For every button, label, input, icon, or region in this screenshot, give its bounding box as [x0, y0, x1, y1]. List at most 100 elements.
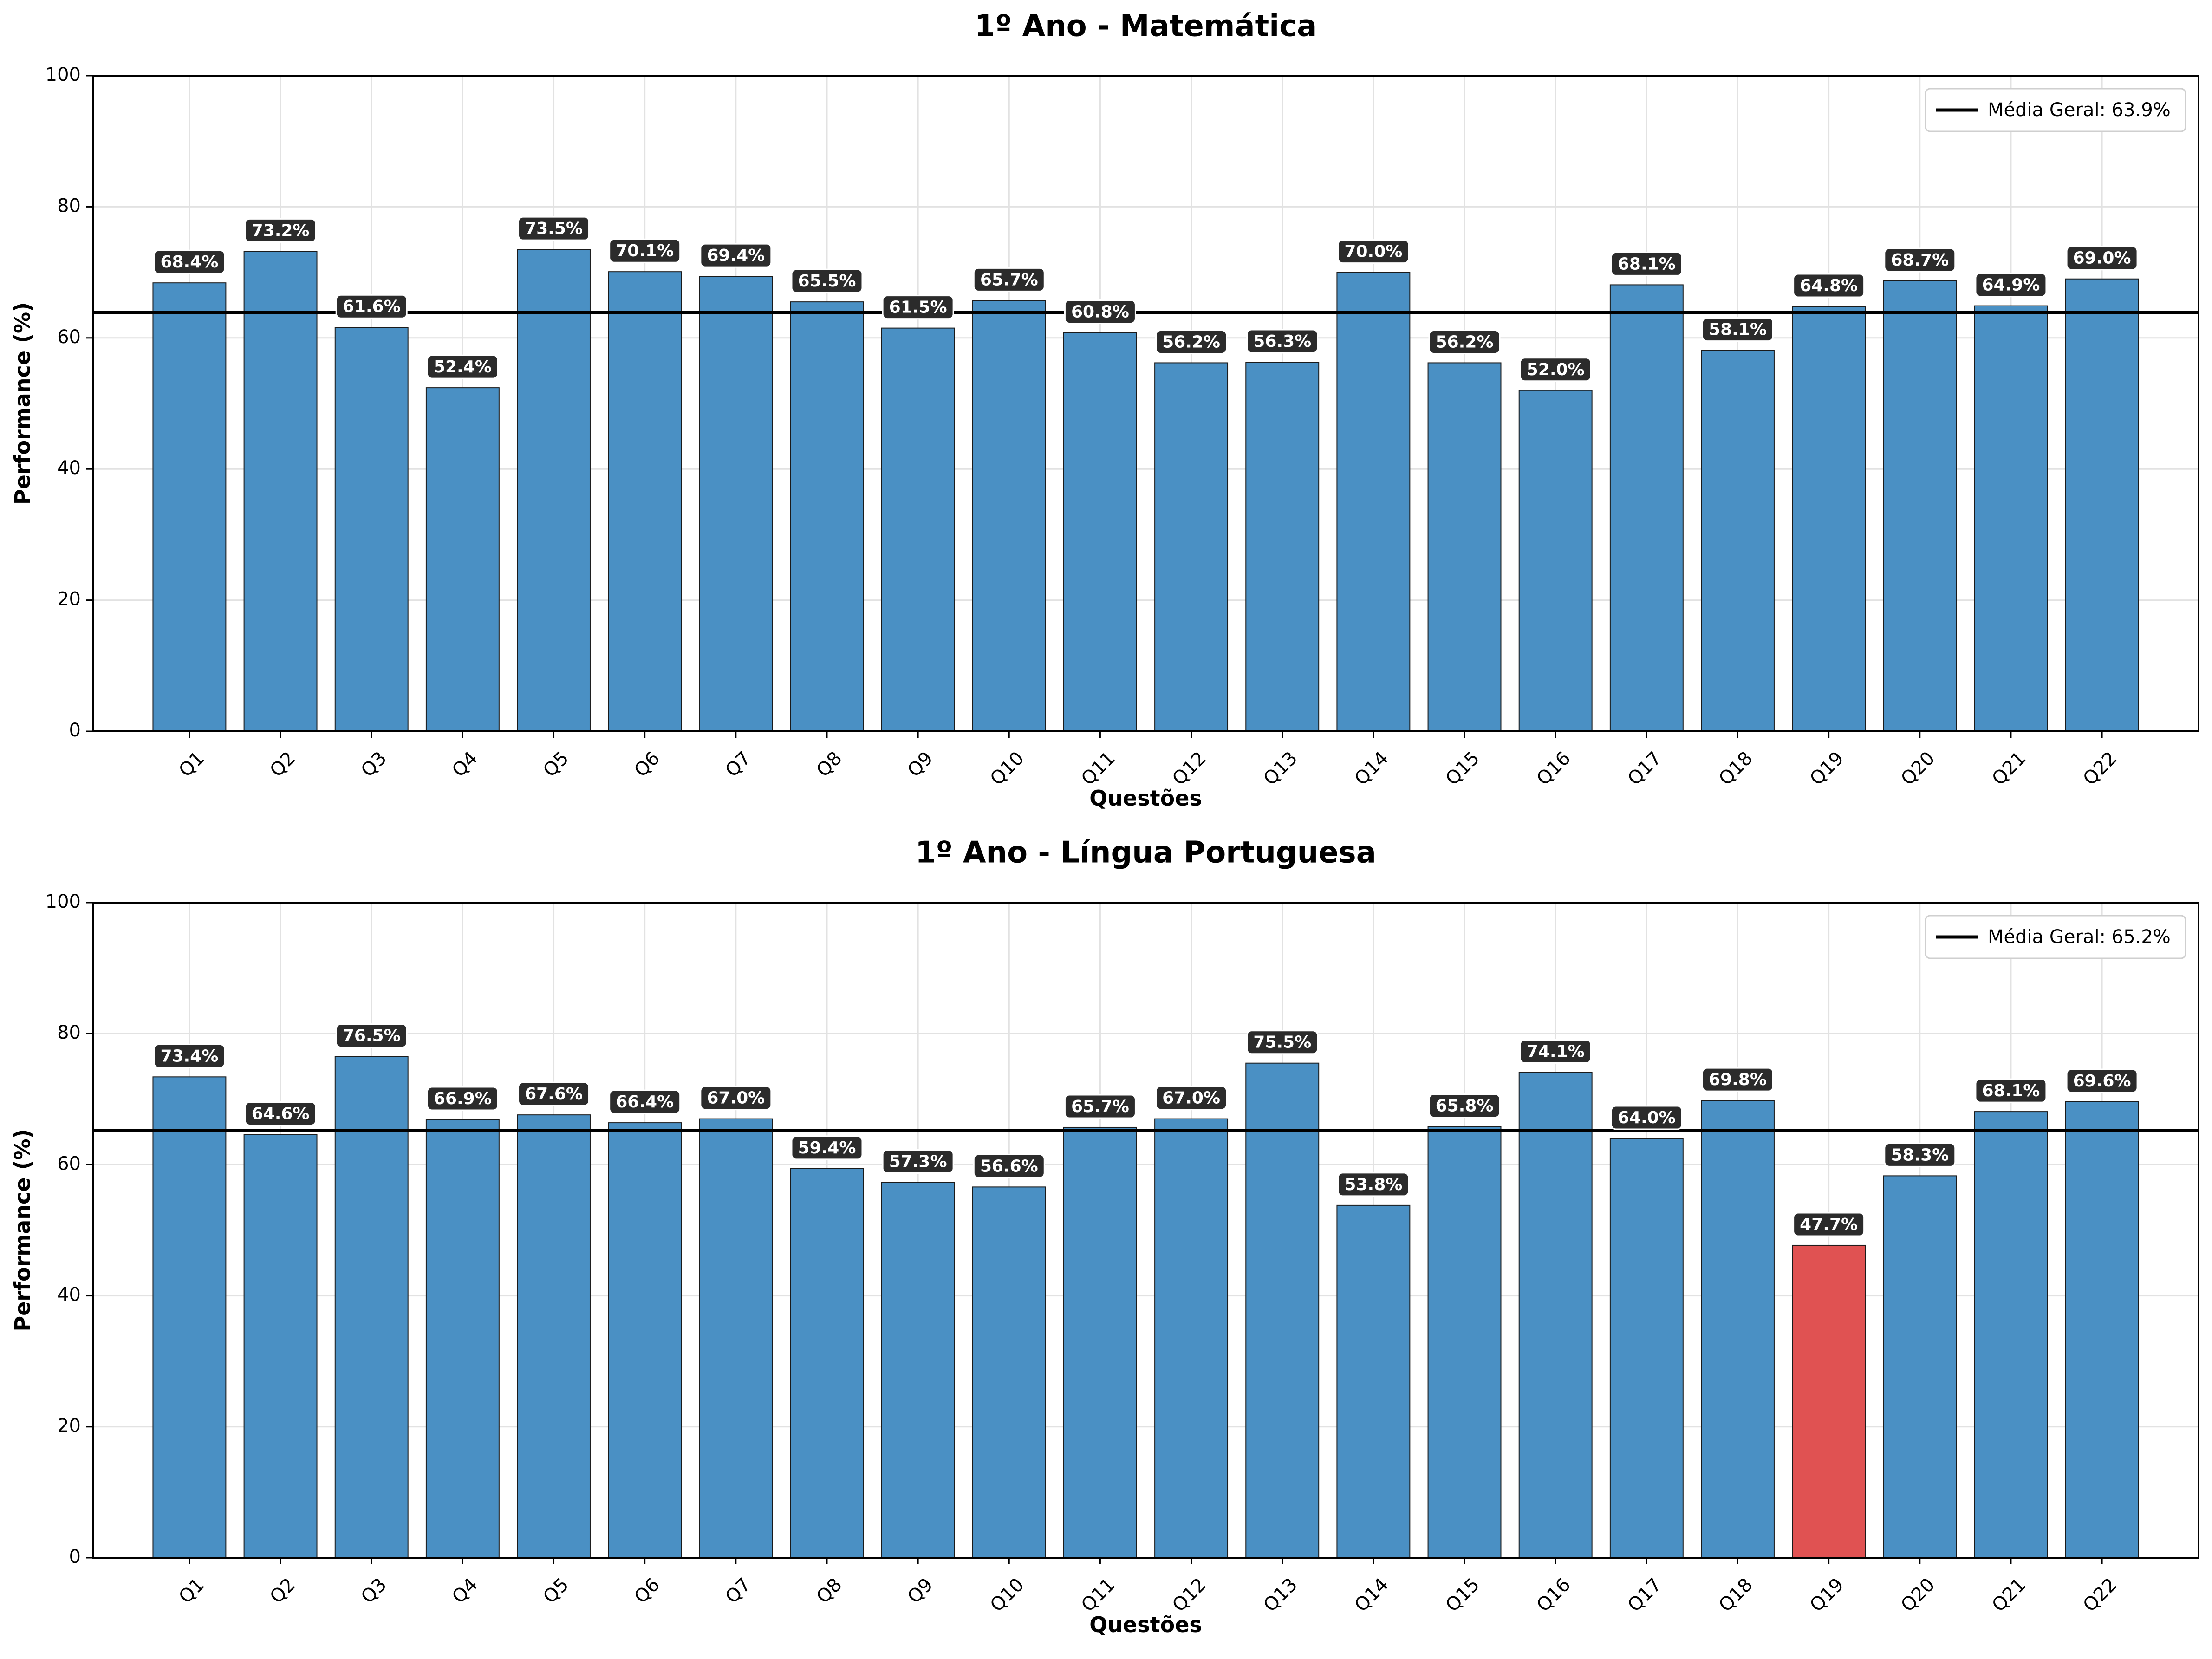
bar-q2: [243, 251, 318, 732]
legend-label: Média Geral: 65.2%: [1988, 926, 2171, 948]
bar-q18: [1701, 1100, 1775, 1559]
value-label-box: [1064, 1094, 1136, 1119]
bar-q17: [1609, 1138, 1684, 1558]
y-tick-label: 40: [57, 457, 81, 479]
value-label-group: 70.0%: [1337, 239, 1410, 264]
value-label: 74.1%: [1527, 1042, 1585, 1061]
value-label: 67.6%: [525, 1085, 583, 1104]
value-label: 59.4%: [798, 1139, 856, 1158]
value-label-group: 61.6%: [335, 294, 408, 319]
value-label: 76.5%: [343, 1027, 401, 1046]
value-label-box: [1884, 1142, 1956, 1167]
value-label-box: [700, 243, 772, 268]
value-label-box: [1884, 247, 1956, 273]
bar-q9: [881, 1182, 955, 1559]
value-label-group: 65.5%: [791, 268, 863, 293]
bar-q13: [1245, 362, 1320, 732]
value-label-group: 52.0%: [1519, 357, 1592, 382]
value-label-box: [1155, 329, 1228, 354]
bar-q3: [334, 327, 409, 732]
value-label-group: 68.1%: [1975, 1078, 2047, 1103]
value-label: 64.9%: [1982, 276, 2040, 295]
value-label: 73.5%: [525, 219, 583, 238]
value-label-group: 60.8%: [1064, 299, 1136, 325]
bar-q5: [517, 1114, 591, 1559]
bar-q19: [1792, 306, 1866, 732]
value-label-group: 68.1%: [1610, 251, 1683, 276]
plot-frame: [92, 902, 2199, 1559]
value-label-box: [1975, 1078, 2047, 1103]
value-label: 65.7%: [1071, 1097, 1129, 1116]
value-label: 73.2%: [252, 221, 310, 240]
value-label-box: [1610, 1105, 1683, 1130]
bar-q14: [1336, 272, 1411, 732]
value-label-group: 73.4%: [153, 1043, 226, 1068]
value-label-box: [1155, 1086, 1228, 1111]
value-label: 67.0%: [1162, 1089, 1220, 1108]
value-label-group: 47.7%: [1793, 1212, 1865, 1237]
value-label: 65.7%: [980, 270, 1038, 289]
value-label-box: [153, 249, 226, 274]
value-label-box: [700, 1086, 772, 1111]
bar-q10: [972, 1186, 1046, 1558]
chart-panel-2: 1º Ano - Língua Portuguesa 73.4% 64.6% 76.5…: [10, 836, 2199, 1637]
value-label-group: 69.4%: [700, 243, 772, 268]
bar-q15: [1427, 1126, 1502, 1558]
value-label-box: [1519, 1039, 1592, 1064]
chart-title: 1º Ano - Matemática: [975, 9, 1317, 44]
y-tick-label: 80: [57, 1022, 81, 1043]
value-label: 47.7%: [1800, 1215, 1858, 1234]
y-tick-label: 40: [57, 1284, 81, 1306]
bar-q1: [152, 282, 227, 732]
bar-q12: [1154, 362, 1229, 732]
value-label-group: 64.9%: [1975, 273, 2047, 298]
value-label-group: 58.3%: [1884, 1142, 1956, 1167]
value-label-box: [973, 1153, 1045, 1178]
bar-q16: [1518, 390, 1593, 732]
bar-q22: [2065, 1101, 2139, 1559]
value-label-box: [1975, 273, 2047, 298]
value-label: 70.1%: [616, 241, 674, 260]
value-label-box: [426, 1086, 499, 1111]
value-label-group: 65.7%: [1064, 1094, 1136, 1119]
bar-q21: [1974, 305, 2048, 732]
value-label-group: 74.1%: [1519, 1039, 1592, 1064]
y-axis-label: Performance (%): [10, 302, 35, 505]
value-label-box: [1610, 251, 1683, 276]
value-label-box: [244, 218, 317, 243]
value-label-box: [153, 1043, 226, 1068]
value-label-group: 67.6%: [518, 1081, 590, 1106]
bar-q6: [608, 271, 682, 732]
value-label: 68.1%: [1618, 254, 1676, 273]
chart-panel-1: 1º Ano - Matemática 68.4% 73.2% 61.6% 52.4% 7…: [10, 9, 2199, 811]
plot-frame: [92, 75, 2199, 732]
value-label: 69.8%: [1709, 1070, 1767, 1089]
value-label-box: [609, 238, 681, 263]
value-label-group: 75.5%: [1246, 1030, 1319, 1055]
value-label: 75.5%: [1253, 1033, 1311, 1052]
value-label-group: 69.6%: [2066, 1068, 2138, 1093]
value-label-box: [1701, 1067, 1774, 1092]
value-label: 56.2%: [1162, 332, 1220, 351]
value-label: 56.2%: [1436, 332, 1494, 351]
legend: Média Geral: 63.9%: [1925, 88, 2186, 132]
value-label-box: [1428, 329, 1501, 354]
bar-q6: [608, 1122, 682, 1558]
value-label-group: 69.8%: [1701, 1067, 1774, 1092]
x-axis-label: Questões: [1089, 1612, 1202, 1637]
y-tick-label: 0: [69, 1546, 81, 1568]
value-label-group: 73.2%: [244, 218, 317, 243]
value-label: 58.1%: [1709, 320, 1767, 339]
value-label-box: [1519, 357, 1592, 382]
value-label: 56.6%: [980, 1157, 1038, 1176]
value-label: 68.1%: [1982, 1081, 2040, 1100]
value-label-box: [882, 295, 954, 320]
legend-label: Média Geral: 63.9%: [1988, 99, 2171, 121]
legend: Média Geral: 65.2%: [1925, 915, 2186, 959]
value-label-box: [973, 267, 1045, 292]
y-tick-label: 80: [57, 195, 81, 216]
value-label: 66.4%: [616, 1093, 674, 1112]
y-tick-label: 20: [57, 589, 81, 610]
y-tick-label: 60: [57, 1153, 81, 1174]
